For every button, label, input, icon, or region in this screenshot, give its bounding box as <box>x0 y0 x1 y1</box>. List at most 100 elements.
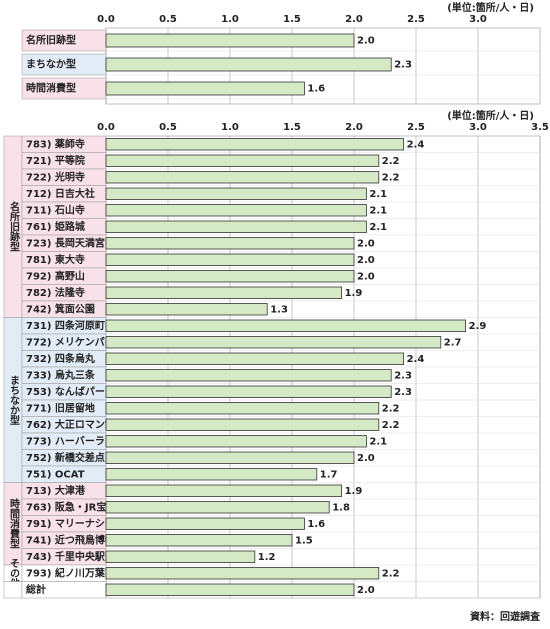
bar <box>105 550 256 563</box>
value-label: 1.9 <box>345 288 363 299</box>
bar <box>105 270 355 283</box>
category-label: 782) 法隆寺 <box>26 286 85 299</box>
value-label: 2.2 <box>382 156 400 167</box>
bar <box>105 402 380 415</box>
value-label: 2.0 <box>357 585 375 596</box>
bar <box>105 187 367 200</box>
bar <box>105 583 355 596</box>
category-label: 711) 石山寺 <box>26 203 85 216</box>
category-label: 723) 長岡天満宮 <box>26 236 105 249</box>
category-label: 792) 高野山 <box>26 269 85 282</box>
group-label: 時間消費型 <box>8 498 20 549</box>
category-label: 781) 東大寺 <box>26 253 85 266</box>
value-label: 2.3 <box>394 370 412 381</box>
value-label: 1.7 <box>320 469 338 480</box>
value-label: 2.4 <box>407 139 425 150</box>
bar <box>105 286 343 299</box>
category-label: 761) 姫路城 <box>26 220 85 233</box>
x-tick-label: 0.5 <box>159 122 177 133</box>
category-label: 772) メリケンパーク <box>26 336 125 348</box>
value-label: 2.0 <box>357 271 375 282</box>
value-label: 2.1 <box>369 436 387 447</box>
bar <box>105 220 367 233</box>
category-label: 791) マリーナシティ <box>26 518 124 530</box>
category-label: 731) 四条河原町 <box>26 319 105 332</box>
category-label: 783) 薬師寺 <box>26 137 85 150</box>
x-tick-label: 0.0 <box>97 122 115 133</box>
value-label: 1.9 <box>345 486 363 497</box>
x-tick-label: 1.5 <box>283 122 301 133</box>
x-tick-label: 2.0 <box>345 14 363 25</box>
category-label: 722) 光明寺 <box>26 170 85 183</box>
category-label: 773) ハーバーランド <box>26 435 125 447</box>
category-label: 713) 大津港 <box>26 484 86 497</box>
value-label: 1.6 <box>307 84 325 95</box>
value-label: 2.0 <box>357 238 375 249</box>
bar <box>105 303 268 316</box>
bar <box>105 336 442 349</box>
x-tick-label: 0.0 <box>97 14 115 25</box>
bar <box>105 57 392 72</box>
value-label: 1.2 <box>258 552 276 563</box>
bar <box>105 501 330 514</box>
category-label: 名所旧跡型 <box>26 34 76 47</box>
bar <box>105 171 380 184</box>
bar <box>105 33 355 48</box>
category-label: 741) 近つ飛鳥博物館 <box>26 533 125 546</box>
value-label: 2.3 <box>394 60 412 71</box>
category-label: 743) 千里中央駅 <box>26 550 106 563</box>
category-label: 771) 旧居留地 <box>26 401 95 414</box>
value-label: 2.1 <box>369 205 387 216</box>
value-label: 2.2 <box>382 172 400 183</box>
bar <box>105 534 293 547</box>
x-tick-label: 1.5 <box>283 14 301 25</box>
group-label: 名所旧跡型 <box>8 201 20 252</box>
value-label: 1.5 <box>295 535 313 546</box>
category-label: 751) OCAT <box>26 469 85 480</box>
category-label: 721) 平等院 <box>26 154 85 167</box>
value-label: 2.1 <box>369 222 387 233</box>
group-band <box>3 581 23 599</box>
bar <box>105 237 355 250</box>
bar <box>105 319 467 332</box>
bar <box>105 138 405 151</box>
bar <box>105 567 380 580</box>
bar <box>105 517 305 530</box>
category-label: 733) 烏丸三条 <box>26 368 96 381</box>
bar <box>105 204 367 217</box>
value-label: 2.4 <box>407 354 425 365</box>
value-label: 2.0 <box>357 453 375 464</box>
x-tick-label: 1.0 <box>221 14 239 25</box>
source-note: 資料：回遊調査 <box>470 610 541 623</box>
value-label: 2.7 <box>444 337 462 348</box>
bar <box>105 253 355 266</box>
bar <box>105 484 343 497</box>
bar <box>105 451 355 464</box>
category-label: まちなか型 <box>26 58 76 71</box>
x-tick-label: 2.5 <box>407 14 425 25</box>
category-label: 753) なんばパークス <box>26 385 125 398</box>
bar <box>105 369 392 382</box>
value-label: 2.2 <box>382 420 400 431</box>
value-label: 2.3 <box>394 387 412 398</box>
unit-label: (単位:箇所/人・日) <box>447 1 534 14</box>
value-label: 2.2 <box>382 568 400 579</box>
value-label: 1.6 <box>307 519 325 530</box>
category-label: 時間消費型 <box>26 82 76 95</box>
value-label: 1.8 <box>332 502 350 513</box>
value-label: 1.3 <box>270 304 288 315</box>
category-label: 712) 日吉大社 <box>26 187 95 200</box>
category-label: 総計 <box>26 583 46 596</box>
x-tick-label: 3.0 <box>469 122 487 133</box>
value-label: 2.9 <box>469 321 487 332</box>
x-tick-label: 1.0 <box>221 122 239 133</box>
category-label: 742) 箕面公園 <box>26 302 95 315</box>
bar <box>105 468 318 481</box>
unit-label: (単位:箇所/人・日) <box>447 109 534 122</box>
bar <box>105 385 392 398</box>
x-tick-label: 0.5 <box>159 14 177 25</box>
value-label: 2.0 <box>357 36 375 47</box>
bar <box>105 418 380 431</box>
x-tick-label: 3.0 <box>469 14 487 25</box>
